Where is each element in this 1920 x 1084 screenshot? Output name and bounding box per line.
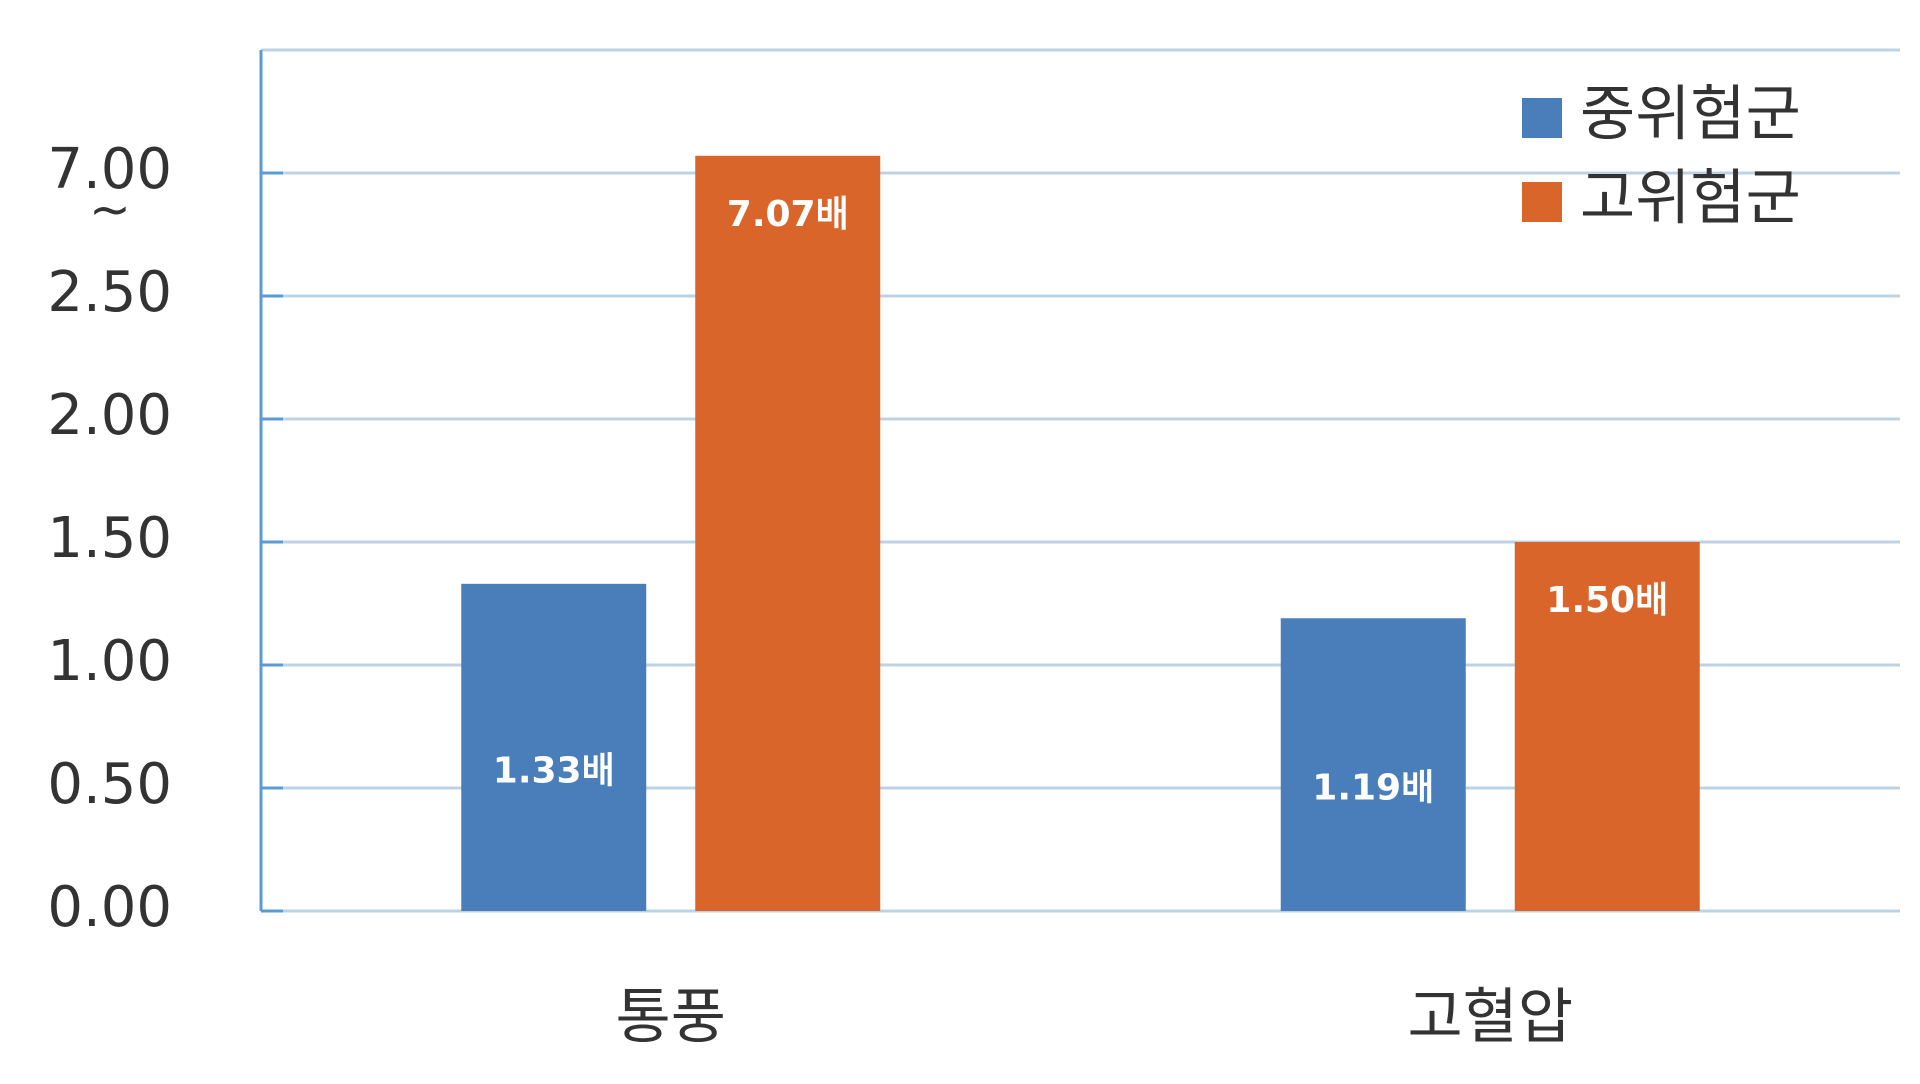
y-tick-label: 1.50 <box>47 506 172 571</box>
legend-swatch <box>1522 182 1562 222</box>
y-tick-label: 0.50 <box>47 752 172 817</box>
x-tick-label: 고혈압 <box>1407 983 1573 1053</box>
y-tick-label: 1.00 <box>47 629 172 694</box>
bar <box>1514 542 1700 911</box>
x-tick-label: 통풍 <box>616 983 726 1053</box>
axis-break-label: ~ <box>89 181 131 239</box>
value-label: 1.19배 <box>1312 768 1434 809</box>
bar <box>695 155 881 911</box>
legend-swatch <box>1522 98 1562 138</box>
y-tick-label: 2.00 <box>47 383 172 448</box>
bar <box>1280 618 1466 911</box>
value-label: 7.07배 <box>727 194 849 235</box>
legend-label: 고위험군 <box>1580 164 1801 234</box>
value-label: 1.50배 <box>1546 580 1668 621</box>
y-tick-label: 2.50 <box>47 260 172 325</box>
value-label: 1.33배 <box>493 750 615 791</box>
y-tick-label: 0.00 <box>47 875 172 940</box>
y-tick-label: 7.00 <box>47 137 172 202</box>
bar <box>461 583 647 911</box>
legend-label: 중위험군 <box>1580 80 1801 150</box>
